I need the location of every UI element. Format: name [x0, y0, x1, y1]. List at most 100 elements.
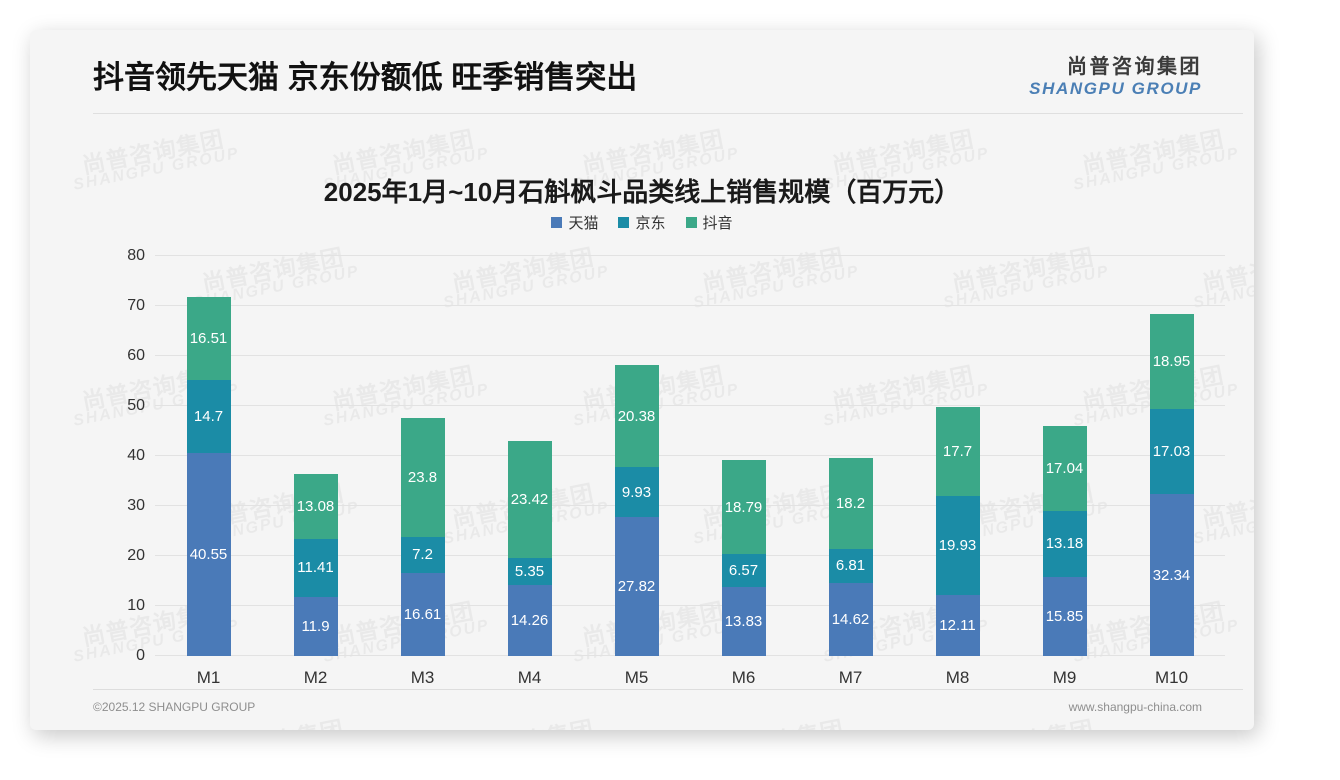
logo-english-text: SHANGPU GROUP: [1029, 79, 1202, 98]
bar-value-label: 20.38: [617, 407, 656, 425]
x-axis-tick-label: M8: [945, 668, 970, 687]
bar-value-label: 12.11: [939, 617, 976, 635]
bar-segment-抖音[interactable]: 23.8: [400, 417, 445, 537]
bar-segment-天猫[interactable]: 12.11: [935, 595, 980, 656]
bar-segment-天猫[interactable]: 14.62: [828, 582, 873, 656]
bar-segment-京东[interactable]: 17.03: [1149, 409, 1194, 495]
y-axis-tick-label: 10: [127, 597, 145, 614]
legend-item-京东[interactable]: 京东: [618, 212, 666, 233]
legend-swatch-icon: [618, 217, 630, 228]
bar-stack[interactable]: 14.62 6.81 18.2: [828, 457, 873, 656]
bar-segment-京东[interactable]: 7.2: [400, 536, 445, 573]
bar-segment-天猫[interactable]: 16.61: [400, 572, 445, 656]
bar-segment-抖音[interactable]: 18.2: [828, 457, 873, 549]
legend-item-天猫[interactable]: 天猫: [551, 212, 598, 233]
bar-stack[interactable]: 27.82 9.93 20.38: [614, 365, 659, 656]
bar-column[interactable]: 14.62 6.81 18.2 M7: [797, 256, 904, 687]
bar-value-label: 23.8: [407, 468, 438, 486]
bar-value-label: 17.04: [1045, 459, 1084, 477]
bar-segment-抖音[interactable]: 20.38: [614, 365, 659, 468]
gridline: [155, 655, 1225, 656]
bar-segment-京东[interactable]: 9.93: [614, 467, 659, 517]
bar-value-label: 18.79: [724, 498, 763, 516]
bar-value-label: 11.9: [301, 617, 330, 635]
bar-segment-天猫[interactable]: 14.26: [507, 584, 552, 656]
bar-segment-抖音[interactable]: 17.04: [1042, 425, 1087, 511]
bar-value-label: 27.82: [617, 577, 656, 595]
header-divider: [93, 113, 1243, 114]
logo-chinese-text: 尚普咨询集团: [1067, 56, 1202, 78]
bar-segment-京东[interactable]: 19.93: [935, 495, 980, 596]
gridline: [155, 605, 1225, 606]
bar-segment-天猫[interactable]: 13.83: [721, 586, 766, 656]
y-axis-tick-label: 0: [136, 647, 145, 664]
bar-value-label: 13.18: [1045, 535, 1084, 553]
bar-column[interactable]: 27.82 9.93 20.38 M5: [583, 256, 690, 687]
bar-segment-天猫[interactable]: 40.55: [186, 453, 231, 656]
bar-column[interactable]: 16.61 7.2 23.8 M3: [369, 256, 476, 687]
footer-website: www.shangpu-china.com: [1068, 700, 1202, 714]
bar-value-label: 15.85: [1045, 607, 1084, 625]
bar-segment-京东[interactable]: 13.18: [1042, 510, 1087, 577]
page-title: 抖音领先天猫 京东份额低 旺季销售突出: [93, 60, 638, 95]
bar-value-label: 40.55: [189, 546, 228, 564]
company-logo: 尚普咨询集团 SHANGPU GROUP: [1029, 57, 1202, 97]
bar-value-label: 6.57: [728, 561, 759, 579]
bar-column[interactable]: 11.9 11.41 13.08 M2: [262, 256, 369, 687]
y-axis-tick-label: 80: [127, 247, 145, 264]
bar-column[interactable]: 13.83 6.57 18.79 M6: [690, 256, 797, 687]
bar-segment-京东[interactable]: 6.81: [828, 548, 873, 583]
footer-copyright: ©2025.12 SHANGPU GROUP: [93, 700, 256, 714]
bar-stack[interactable]: 14.26 5.35 23.42: [507, 440, 552, 656]
bar-column[interactable]: 14.26 5.35 23.42 M4: [476, 256, 583, 687]
bar-segment-抖音[interactable]: 18.79: [721, 460, 766, 555]
bar-value-label: 14.7: [193, 408, 224, 425]
bar-segment-天猫[interactable]: 15.85: [1042, 576, 1087, 656]
bars-group: 40.55 14.7 16.51 M1 11.9 11.41 13.08 M2 16.61 7.2…: [155, 256, 1225, 687]
bar-segment-天猫[interactable]: 27.82: [614, 516, 659, 656]
x-axis-tick-label: M1: [196, 668, 221, 687]
bar-value-label: 32.34: [1152, 566, 1191, 584]
bar-value-label: 14.62: [831, 610, 870, 628]
chart-title: 2025年1月~10月石斛枫斗品类线上销售规模（百万元）: [323, 177, 961, 207]
bar-segment-抖音[interactable]: 16.51: [186, 297, 231, 380]
bar-segment-抖音[interactable]: 13.08: [293, 474, 338, 540]
bar-segment-抖音[interactable]: 18.95: [1149, 314, 1194, 410]
x-axis-tick-label: M5: [624, 668, 649, 687]
legend-label: 天猫: [568, 215, 599, 232]
bar-stack[interactable]: 32.34 17.03 18.95: [1149, 314, 1194, 656]
bar-segment-京东[interactable]: 14.7: [186, 379, 231, 454]
bar-segment-抖音[interactable]: 17.7: [935, 407, 980, 496]
bar-column[interactable]: 32.34 17.03 18.95 M10: [1118, 256, 1225, 687]
bar-segment-京东[interactable]: 5.35: [507, 557, 552, 585]
x-axis-tick-label: M3: [410, 668, 435, 687]
legend-label: 京东: [635, 215, 666, 232]
gridline: [155, 505, 1225, 506]
bar-value-label: 13.83: [724, 612, 763, 630]
bar-segment-天猫[interactable]: 32.34: [1149, 494, 1194, 656]
bar-value-label: 14.26: [510, 611, 549, 629]
bar-stack[interactable]: 40.55 14.7 16.51: [186, 297, 231, 656]
bar-value-label: 5.35: [514, 562, 545, 580]
bar-column[interactable]: 15.85 13.18 17.04 M9: [1011, 256, 1118, 687]
legend-item-抖音[interactable]: 抖音: [685, 212, 733, 233]
bar-column[interactable]: 12.11 19.93 17.7 M8: [904, 256, 1011, 687]
gridline: [155, 405, 1225, 406]
bar-column[interactable]: 40.55 14.7 16.51 M1: [155, 256, 262, 687]
bar-segment-京东[interactable]: 11.41: [293, 539, 338, 597]
bar-segment-京东[interactable]: 6.57: [721, 554, 766, 587]
gridline: [155, 455, 1225, 456]
bar-stack[interactable]: 16.61 7.2 23.8: [400, 417, 445, 656]
bar-stack[interactable]: 12.11 19.93 17.7: [935, 407, 980, 656]
bar-stack[interactable]: 15.85 13.18 17.04: [1042, 425, 1087, 656]
bar-segment-抖音[interactable]: 23.42: [507, 440, 552, 558]
y-axis-tick-label: 30: [127, 497, 145, 514]
bar-stack[interactable]: 11.9 11.41 13.08: [293, 474, 338, 656]
bar-stack[interactable]: 13.83 6.57 18.79: [721, 460, 766, 656]
bar-value-label: 18.2: [835, 494, 866, 512]
bar-segment-天猫[interactable]: 11.9: [293, 596, 338, 656]
